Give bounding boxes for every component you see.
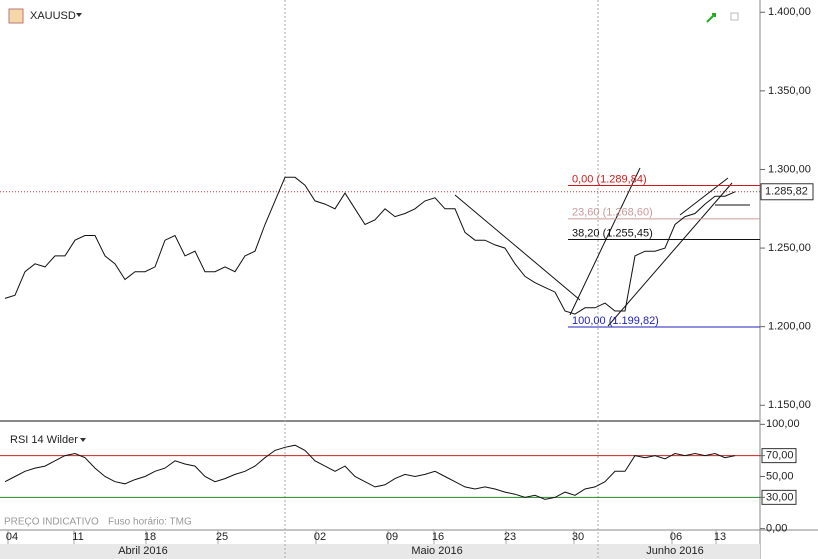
last-price-box — [760, 183, 814, 201]
x-tick-label: 16 — [432, 531, 444, 543]
footer-timezone: Fuso horário: TMG — [108, 517, 192, 528]
y-tick-label: 1.150,00 — [768, 399, 811, 411]
dropdown[interactable] — [80, 438, 86, 442]
indicator-name[interactable]: RSI 14 Wilder — [10, 434, 78, 446]
fib-label: 0,00 (1.289,84) — [572, 173, 647, 185]
trend-icon[interactable] — [706, 13, 716, 23]
x-tick-label: 25 — [216, 531, 228, 543]
x-tick-label: 02 — [314, 531, 326, 543]
x-tick-label: 06 — [670, 531, 682, 543]
symbol[interactable]: XAUUSD — [30, 10, 76, 22]
month-label: Junho 2016 — [646, 545, 704, 557]
last-price-label: 1.285,82 — [765, 186, 808, 198]
x-tick-label: 23 — [504, 531, 516, 543]
y-tick-label: 1.250,00 — [768, 242, 811, 254]
y-tick-label: 0,00 — [766, 523, 787, 535]
x-tick-label: 04 — [6, 531, 18, 543]
y-tick-label: 1.300,00 — [768, 163, 811, 175]
trend-lines — [454, 167, 750, 327]
footer-source: PREÇO INDICATIVO — [4, 517, 99, 528]
x-tick-label: 30 — [572, 531, 584, 543]
x-tick-label: 11 — [72, 531, 83, 543]
price-line — [4, 444, 736, 500]
x-tick-label: 13 — [714, 531, 726, 543]
y-tick-label: 1.350,00 — [768, 85, 811, 97]
fib-label: 38,20 (1.255,45) — [572, 227, 653, 239]
price-line — [4, 176, 736, 315]
fib-label: 100,00 (1.199,82) — [572, 315, 659, 327]
maximize[interactable] — [730, 12, 739, 21]
y-tick-label: 100,00 — [766, 418, 800, 430]
x-tick-label: 09 — [386, 531, 398, 543]
y-tick-label: 70,00 — [766, 450, 794, 462]
x-tick-label: 18 — [144, 531, 156, 543]
y-tick-label: 1.400,00 — [768, 6, 811, 18]
dropdown[interactable] — [76, 13, 82, 17]
month-row — [0, 544, 760, 559]
y-tick-label: 1.200,00 — [768, 321, 811, 333]
month-label: Abril 2016 — [118, 545, 168, 557]
y-tick-label: 50,00 — [766, 470, 794, 482]
fib-label: 23,60 (1.268,60) — [572, 207, 653, 219]
y-tick-label: 30,00 — [766, 491, 794, 503]
symbol-icon[interactable] — [8, 8, 24, 24]
month-label: Maio 2016 — [411, 545, 462, 557]
